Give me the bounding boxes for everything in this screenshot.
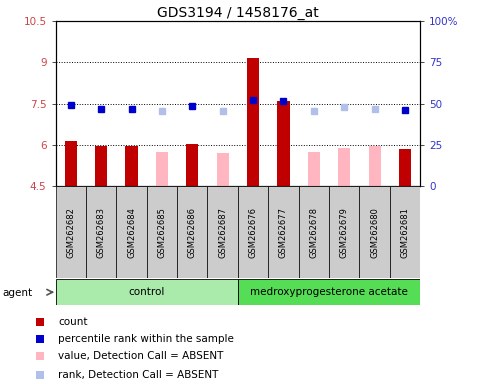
Bar — [56, 186, 86, 278]
Text: GSM262676: GSM262676 — [249, 207, 257, 258]
Text: GSM262686: GSM262686 — [188, 207, 197, 258]
Bar — [186, 144, 199, 186]
Title: GDS3194 / 1458176_at: GDS3194 / 1458176_at — [157, 6, 319, 20]
Bar — [116, 186, 147, 278]
Bar — [359, 186, 390, 278]
Bar — [216, 153, 229, 186]
Bar — [177, 186, 208, 278]
Text: GSM262677: GSM262677 — [279, 207, 288, 258]
Text: count: count — [58, 317, 88, 327]
Bar — [238, 186, 268, 278]
Text: control: control — [128, 287, 165, 297]
Bar — [95, 146, 107, 186]
Bar — [308, 152, 320, 186]
Bar — [399, 149, 411, 186]
Text: value, Detection Call = ABSENT: value, Detection Call = ABSENT — [58, 351, 224, 361]
Bar — [126, 146, 138, 186]
Bar — [147, 186, 177, 278]
Text: GSM262681: GSM262681 — [400, 207, 410, 258]
Bar — [390, 186, 420, 278]
Bar — [277, 101, 289, 186]
Text: percentile rank within the sample: percentile rank within the sample — [58, 334, 234, 344]
Bar — [238, 279, 420, 305]
Text: agent: agent — [2, 288, 32, 298]
Bar — [86, 186, 116, 278]
Text: rank, Detection Call = ABSENT: rank, Detection Call = ABSENT — [58, 370, 219, 380]
Text: medroxyprogesterone acetate: medroxyprogesterone acetate — [250, 287, 408, 297]
Bar — [268, 186, 298, 278]
Bar — [329, 186, 359, 278]
Text: GSM262682: GSM262682 — [66, 207, 75, 258]
Text: GSM262683: GSM262683 — [97, 207, 106, 258]
Text: GSM262685: GSM262685 — [157, 207, 167, 258]
Text: GSM262684: GSM262684 — [127, 207, 136, 258]
Bar — [247, 58, 259, 186]
Text: GSM262679: GSM262679 — [340, 207, 349, 258]
Text: GSM262680: GSM262680 — [370, 207, 379, 258]
Bar — [65, 141, 77, 186]
Bar — [369, 146, 381, 186]
Bar — [156, 152, 168, 186]
Text: GSM262678: GSM262678 — [309, 207, 318, 258]
Bar — [56, 279, 238, 305]
Bar — [208, 186, 238, 278]
Bar — [338, 148, 350, 186]
Bar — [298, 186, 329, 278]
Text: GSM262687: GSM262687 — [218, 207, 227, 258]
